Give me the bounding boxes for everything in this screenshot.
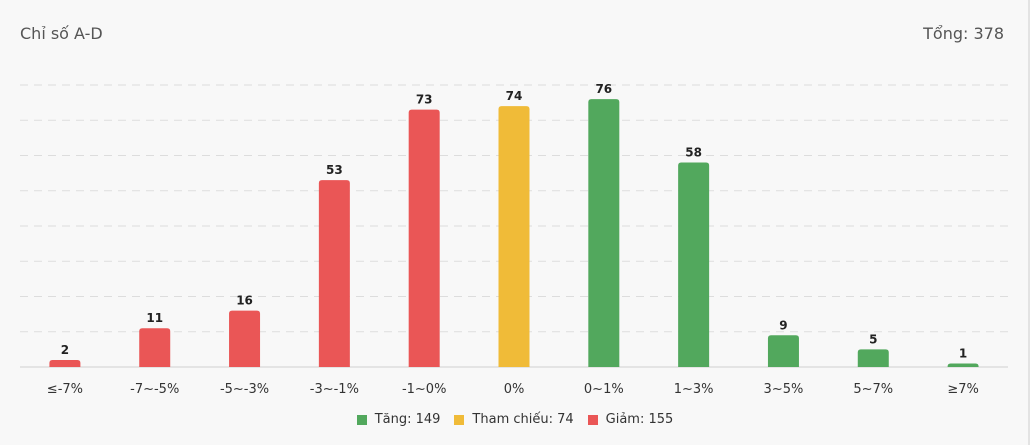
data-labels: 2 11 16 53 73 74 76 58 9 5 1 (61, 82, 968, 360)
x-tick-label: 0~1% (584, 382, 624, 397)
legend-item-up[interactable]: Tăng: 149 (356, 412, 441, 427)
data-label: 16 (236, 294, 253, 308)
x-tick-label: -7~-5% (130, 382, 179, 397)
x-tick-label: 5~7% (853, 382, 893, 397)
bar[interactable] (408, 109, 440, 368)
x-tick-label: 1~3% (674, 382, 714, 397)
legend-item-ref[interactable]: Tham chiếu: 74 (454, 412, 574, 427)
data-label: 1 (959, 346, 967, 360)
x-tick-label: -3~-1% (310, 382, 359, 397)
legend-label-up: Tăng: 149 (374, 412, 441, 427)
x-tick-label: 0% (504, 382, 525, 397)
data-label: 76 (595, 82, 612, 96)
data-label: 5 (869, 332, 877, 346)
x-tick-label: -1~0% (402, 382, 446, 397)
x-tick-label: -5~-3% (220, 382, 269, 397)
legend-swatch-up (356, 414, 367, 425)
data-label: 74 (506, 89, 523, 103)
chart-title: Chỉ số A-D (20, 24, 103, 43)
bar[interactable] (139, 328, 171, 367)
bar[interactable] (947, 363, 979, 367)
x-tick-label: ≤-7% (47, 382, 83, 397)
legend: Tăng: 149 Tham chiếu: 74 Giảm: 155 (0, 412, 1030, 427)
bar[interactable] (229, 310, 261, 367)
legend-label-down: Giảm: 155 (605, 412, 674, 427)
bars (49, 99, 979, 368)
bar[interactable] (318, 180, 350, 367)
data-label: 2 (61, 343, 69, 357)
bar[interactable] (49, 359, 81, 367)
legend-label-ref: Tham chiếu: 74 (472, 412, 574, 427)
bar-chart: 2 11 16 53 73 74 76 58 9 5 1 ≤-7% -7~-5% -5~-3% -3~-1… (20, 82, 1008, 397)
data-label: 11 (146, 311, 163, 325)
total-count: Tổng: 378 (923, 24, 1004, 43)
bar[interactable] (588, 99, 620, 367)
x-tick-labels: ≤-7% -7~-5% -5~-3% -3~-1% -1~0% 0% 0~1% 1~3% 3~5… (47, 382, 979, 397)
legend-swatch-down (587, 414, 598, 425)
bar[interactable] (857, 349, 889, 367)
bar[interactable] (767, 335, 799, 367)
x-tick-label: ≥7% (947, 382, 979, 397)
x-tick-label: 3~5% (764, 382, 804, 397)
data-label: 53 (326, 163, 343, 177)
legend-item-down[interactable]: Giảm: 155 (587, 412, 674, 427)
legend-swatch-ref (454, 414, 465, 425)
bar[interactable] (498, 106, 530, 368)
data-label: 58 (685, 146, 702, 160)
data-label: 73 (416, 93, 433, 107)
data-label: 9 (779, 318, 787, 332)
bar[interactable] (678, 162, 710, 367)
